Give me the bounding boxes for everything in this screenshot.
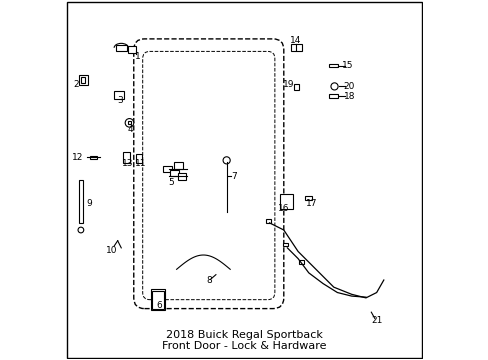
- Text: 2: 2: [74, 80, 79, 89]
- Text: 4: 4: [127, 126, 133, 135]
- Text: 21: 21: [370, 315, 382, 324]
- Bar: [163, 166, 172, 172]
- Bar: [79, 180, 82, 223]
- Bar: [152, 291, 163, 309]
- Bar: [283, 243, 287, 246]
- Bar: [298, 260, 304, 264]
- Text: 9: 9: [86, 199, 92, 208]
- Text: 13: 13: [122, 159, 133, 168]
- Bar: [290, 44, 301, 51]
- Bar: [177, 173, 186, 180]
- Text: 17: 17: [305, 199, 317, 208]
- Text: 3: 3: [118, 96, 123, 105]
- Bar: [136, 154, 142, 163]
- Bar: [328, 94, 338, 98]
- Text: 7: 7: [230, 172, 236, 181]
- Circle shape: [223, 157, 230, 164]
- Bar: [116, 45, 126, 51]
- Text: 20: 20: [343, 82, 354, 91]
- Bar: [305, 196, 312, 200]
- Bar: [79, 75, 87, 85]
- Bar: [265, 219, 270, 223]
- Text: 6: 6: [156, 301, 162, 310]
- Text: 12: 12: [72, 153, 83, 162]
- Text: 2018 Buick Regal Sportback
Front Door - Lock & Hardware: 2018 Buick Regal Sportback Front Door - …: [162, 330, 326, 351]
- Bar: [280, 194, 292, 208]
- Text: 1: 1: [134, 51, 140, 60]
- Bar: [128, 121, 131, 124]
- Bar: [127, 46, 136, 53]
- Circle shape: [125, 118, 134, 127]
- Text: 14: 14: [289, 36, 301, 45]
- Bar: [293, 85, 298, 90]
- Circle shape: [78, 227, 83, 233]
- Bar: [170, 170, 179, 176]
- Text: 19: 19: [283, 80, 294, 89]
- Text: 10: 10: [105, 246, 117, 255]
- Text: 15: 15: [342, 61, 353, 70]
- Bar: [123, 152, 130, 163]
- Bar: [81, 77, 84, 83]
- Text: 8: 8: [205, 275, 211, 284]
- Text: 16: 16: [278, 204, 289, 213]
- Bar: [174, 162, 183, 169]
- Bar: [151, 289, 165, 310]
- Text: 18: 18: [344, 92, 355, 101]
- Text: 5: 5: [168, 178, 174, 187]
- Circle shape: [330, 83, 337, 90]
- Bar: [114, 91, 124, 99]
- Bar: [328, 64, 338, 67]
- Bar: [90, 156, 97, 159]
- Text: 11: 11: [135, 159, 146, 168]
